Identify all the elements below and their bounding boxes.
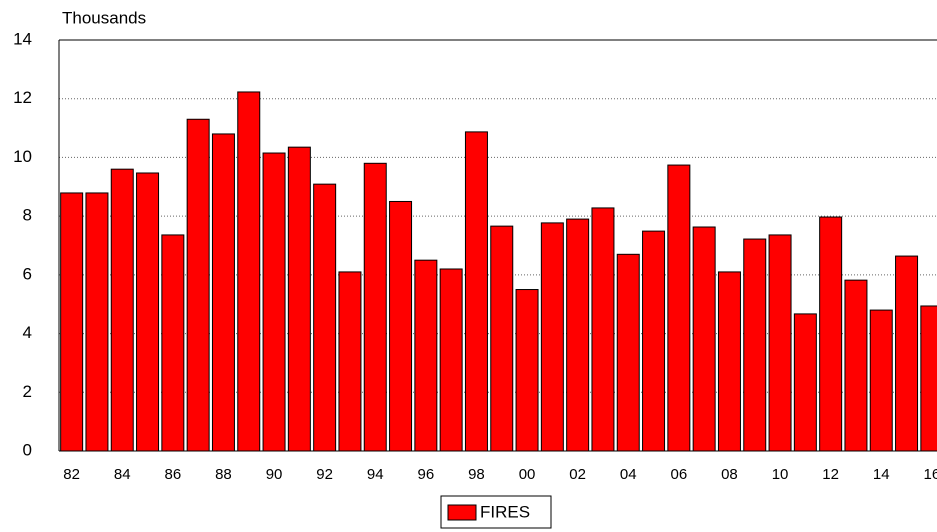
x-tick-label: 16 [924, 466, 937, 483]
x-tick-label: 98 [468, 466, 485, 483]
y-tick-label: 8 [23, 206, 32, 225]
bar [161, 234, 185, 452]
x-tick-label: 94 [367, 466, 384, 483]
bar [869, 309, 893, 452]
x-tick-label: 82 [63, 466, 80, 483]
bar [642, 230, 666, 452]
x-tick-label: 88 [215, 466, 232, 483]
bar [591, 207, 615, 452]
bar [110, 168, 134, 452]
bar [540, 222, 564, 452]
bar [313, 183, 337, 452]
bar [439, 268, 463, 452]
bar [692, 226, 716, 452]
legend-swatch [447, 504, 477, 521]
y-tick-label: 4 [23, 323, 32, 342]
bar [566, 218, 590, 452]
bar [338, 271, 362, 452]
bar [743, 238, 767, 452]
bar [186, 118, 210, 452]
bar [717, 271, 741, 452]
y-tick-label: 0 [23, 440, 32, 459]
bar [85, 192, 109, 452]
x-tick-label: 02 [569, 466, 586, 483]
bar [920, 305, 937, 452]
x-tick-label: 10 [772, 466, 789, 483]
x-tick-label: 84 [114, 466, 131, 483]
bar [793, 313, 817, 452]
y-axis-label: Thousands [62, 8, 146, 27]
bar [287, 146, 311, 452]
bar [616, 253, 640, 452]
bar [895, 255, 919, 452]
bar [515, 289, 539, 452]
bar [136, 172, 160, 452]
legend-label: FIRES [480, 502, 530, 521]
bar [363, 162, 387, 452]
x-tick-label: 08 [721, 466, 738, 483]
y-tick-label: 6 [23, 264, 32, 283]
bar [667, 164, 691, 452]
x-tick-label: 06 [671, 466, 688, 483]
bar [414, 259, 438, 452]
bar [237, 91, 261, 452]
bar [768, 234, 792, 452]
bar [819, 216, 843, 452]
bar [60, 192, 84, 452]
x-tick-label: 00 [519, 466, 536, 483]
bar [211, 133, 235, 452]
x-tick-label: 14 [873, 466, 890, 483]
x-tick-label: 86 [165, 466, 182, 483]
x-tick-label: 90 [266, 466, 283, 483]
x-tick-label: 12 [822, 466, 839, 483]
y-tick-label: 2 [23, 382, 32, 401]
bar [262, 152, 286, 452]
x-tick-label: 04 [620, 466, 637, 483]
y-tick-label: 14 [13, 29, 32, 48]
bar [464, 131, 488, 452]
y-tick-label: 10 [13, 147, 32, 166]
bar [389, 200, 413, 452]
y-tick-label: 12 [13, 88, 32, 107]
x-tick-label: 92 [316, 466, 333, 483]
bar [490, 225, 514, 452]
bar [844, 279, 868, 452]
x-tick-label: 96 [418, 466, 435, 483]
